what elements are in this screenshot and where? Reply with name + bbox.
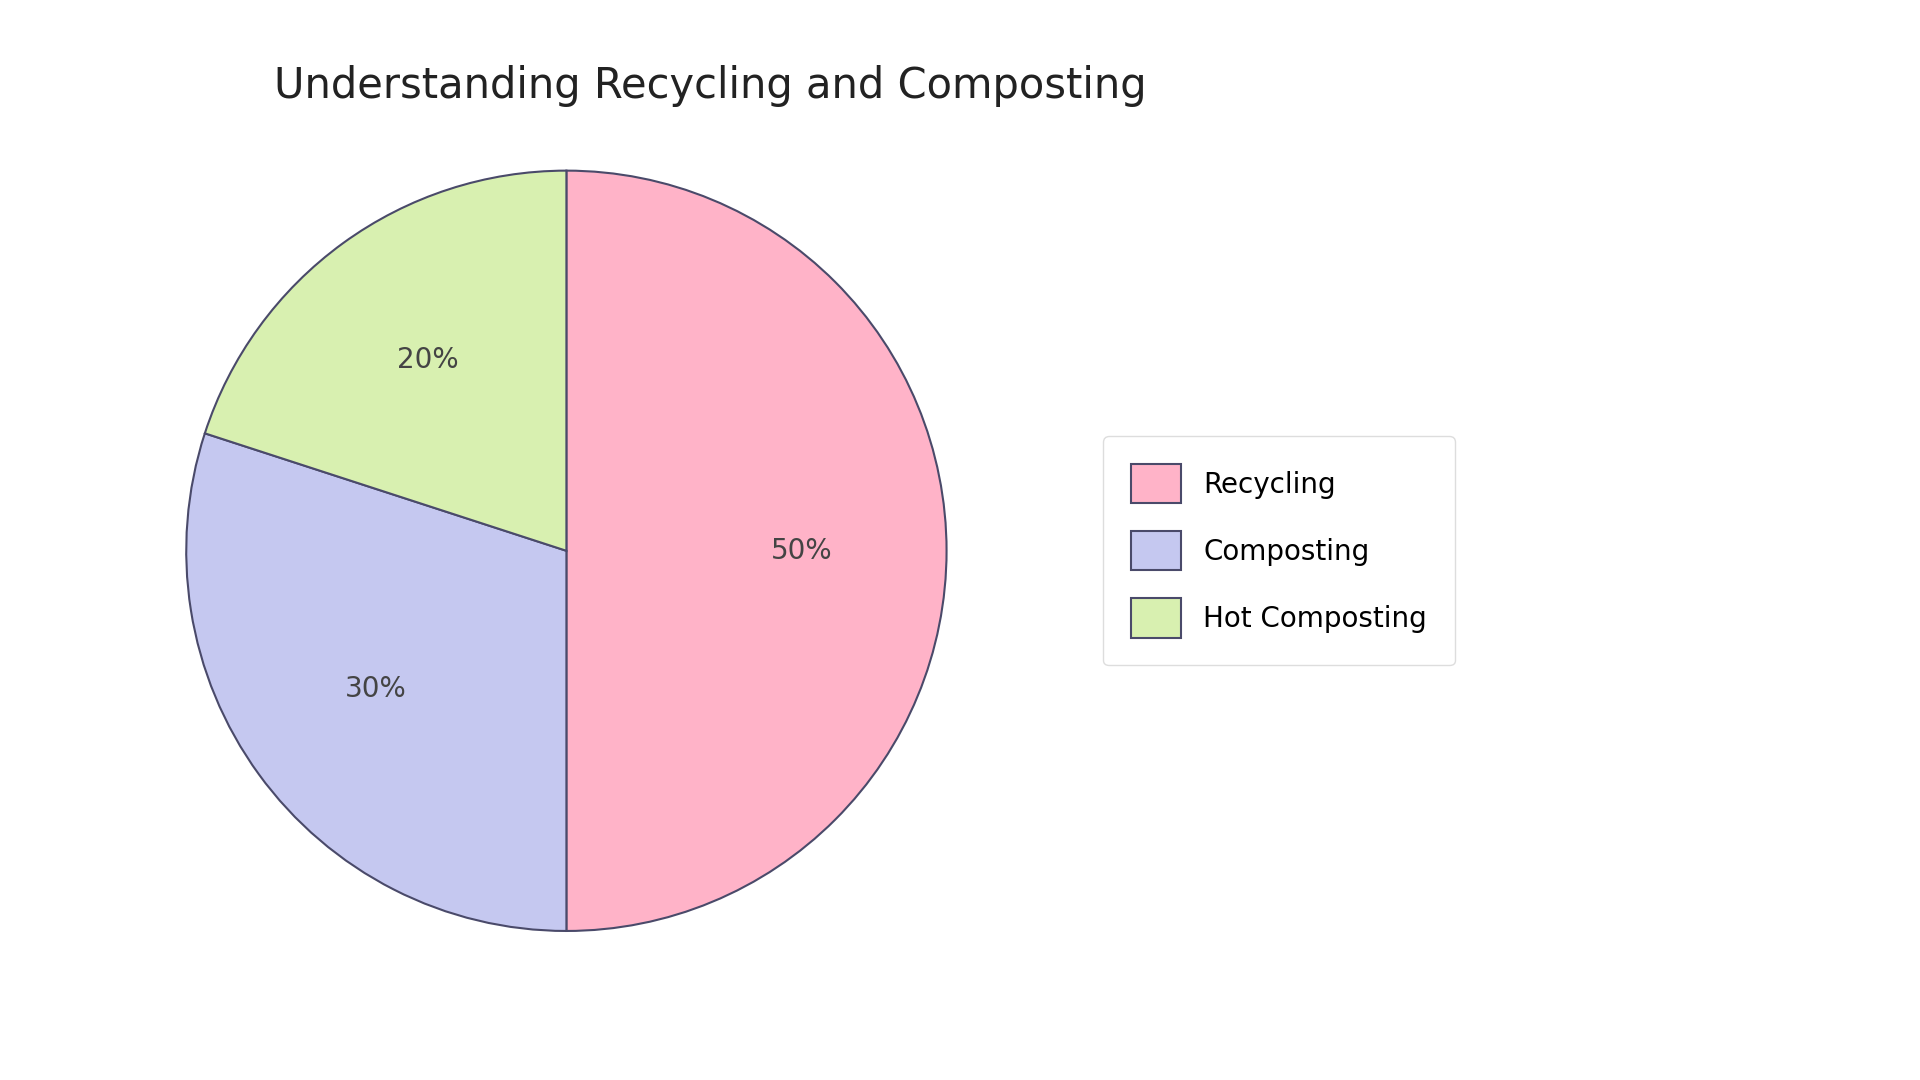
Wedge shape — [205, 171, 566, 551]
Text: 20%: 20% — [397, 346, 459, 374]
Wedge shape — [566, 171, 947, 931]
Wedge shape — [186, 433, 566, 931]
Legend: Recycling, Composting, Hot Composting: Recycling, Composting, Hot Composting — [1102, 436, 1455, 665]
Text: Understanding Recycling and Composting: Understanding Recycling and Composting — [275, 65, 1146, 107]
Text: 30%: 30% — [346, 675, 407, 703]
Text: 50%: 50% — [772, 537, 833, 565]
